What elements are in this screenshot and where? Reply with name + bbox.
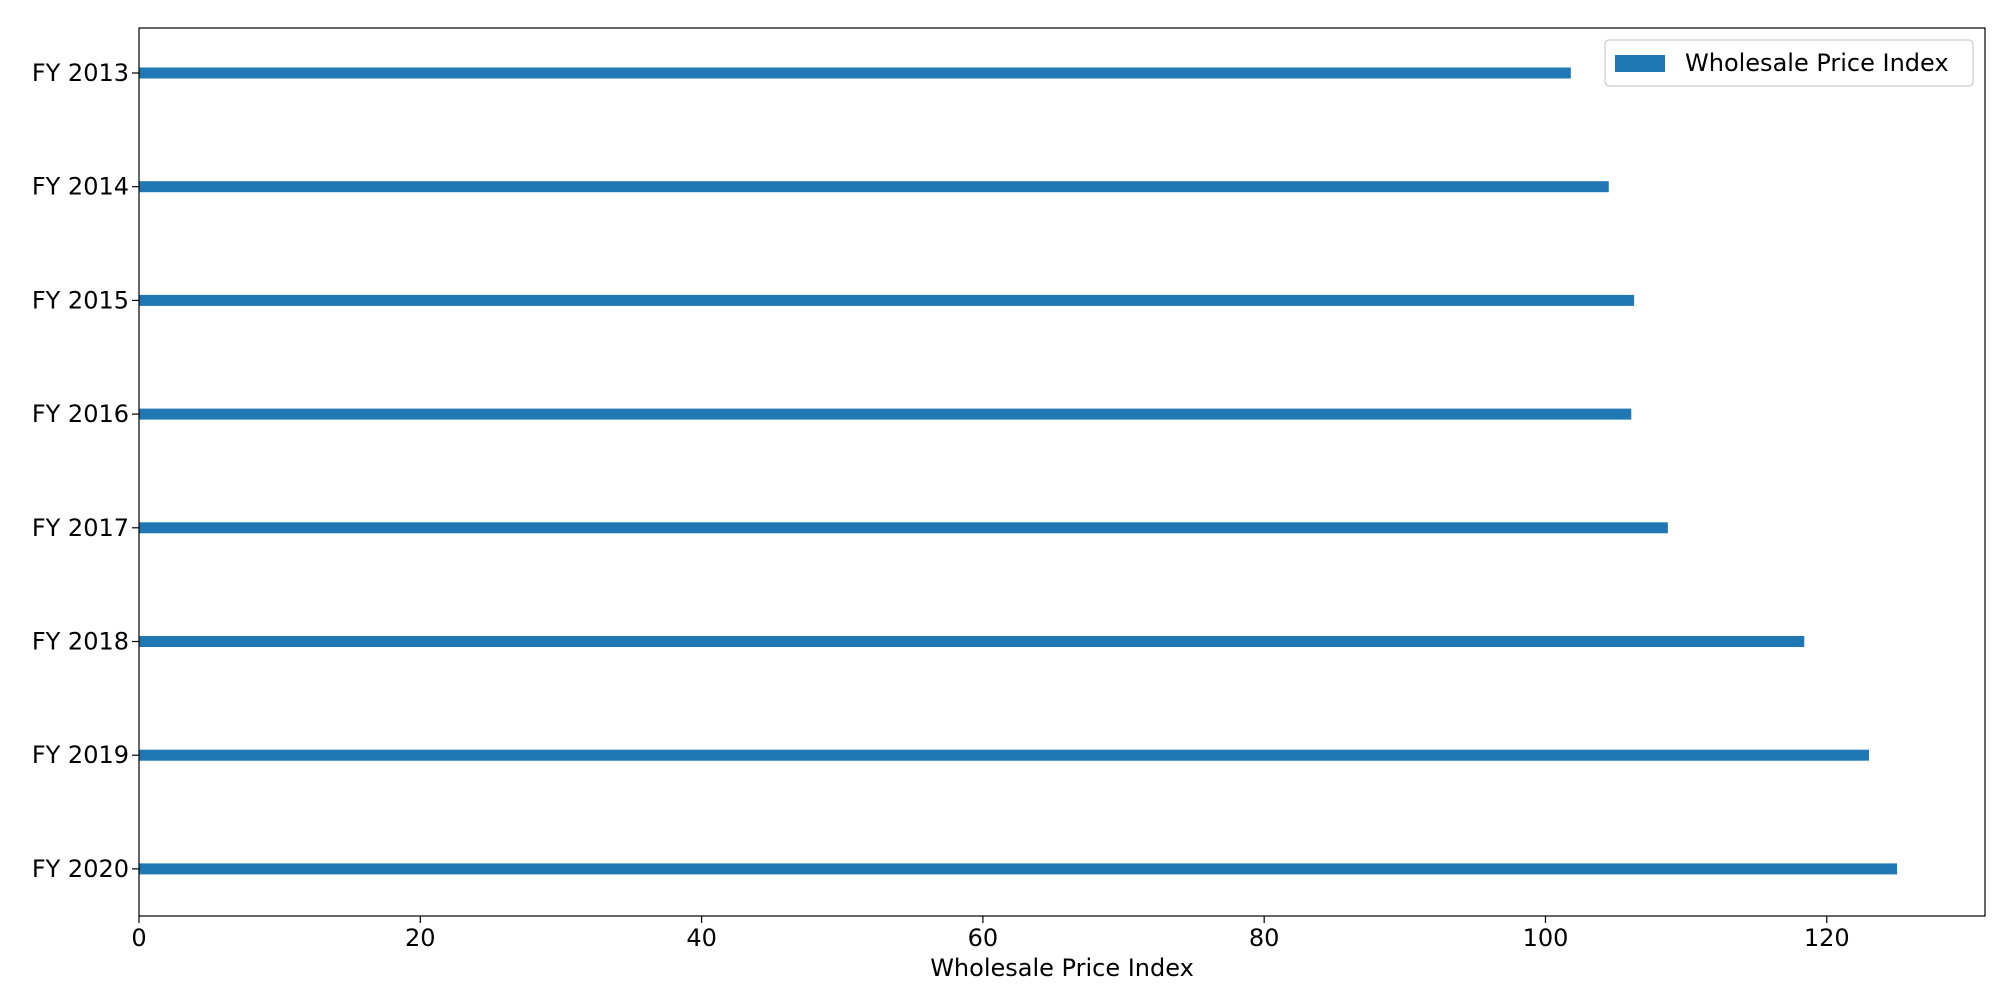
y-tick-label: FY 2015 <box>32 286 129 314</box>
x-tick-label: 0 <box>131 924 146 952</box>
y-tick-label: FY 2014 <box>32 173 129 201</box>
x-tick-label: 40 <box>686 924 717 952</box>
bar-fy-2019 <box>139 749 1869 761</box>
legend: Wholesale Price Index <box>1604 39 1974 87</box>
bar-fy-2014 <box>139 181 1609 193</box>
x-tick-label: 60 <box>968 924 999 952</box>
y-tick-label: FY 2019 <box>32 741 129 769</box>
y-tick-label: FY 2016 <box>32 400 129 428</box>
legend-label: Wholesale Price Index <box>1685 49 1949 77</box>
y-tick-label: FY 2020 <box>32 855 129 883</box>
x-tick-label: 100 <box>1523 924 1569 952</box>
y-tick-label: FY 2013 <box>32 59 129 87</box>
x-tick-label: 120 <box>1804 924 1850 952</box>
plot-frame <box>138 27 1986 917</box>
bar-fy-2020 <box>139 863 1898 875</box>
y-tick-label: FY 2017 <box>32 514 129 542</box>
y-tick-label: FY 2018 <box>32 628 129 656</box>
y-axis-ticks: FY 2013 FY 2014 FY 2015 FY 2016 FY 2017 FY 20… <box>32 59 139 883</box>
legend-swatch <box>1615 55 1665 72</box>
bar-fy-2016 <box>139 408 1632 420</box>
x-axis-label: Wholesale Price Index <box>930 954 1194 982</box>
legend-box <box>1604 39 1974 87</box>
bars-group <box>139 67 1898 875</box>
x-tick-label: 20 <box>405 924 436 952</box>
bar-fy-2017 <box>139 522 1668 534</box>
bar-fy-2018 <box>139 636 1805 647</box>
x-tick-label: 80 <box>1249 924 1280 952</box>
x-axis-ticks: 0 20 40 60 80 100 120 <box>131 916 1850 952</box>
bar-fy-2015 <box>139 294 1635 306</box>
bar-fy-2013 <box>139 67 1571 79</box>
